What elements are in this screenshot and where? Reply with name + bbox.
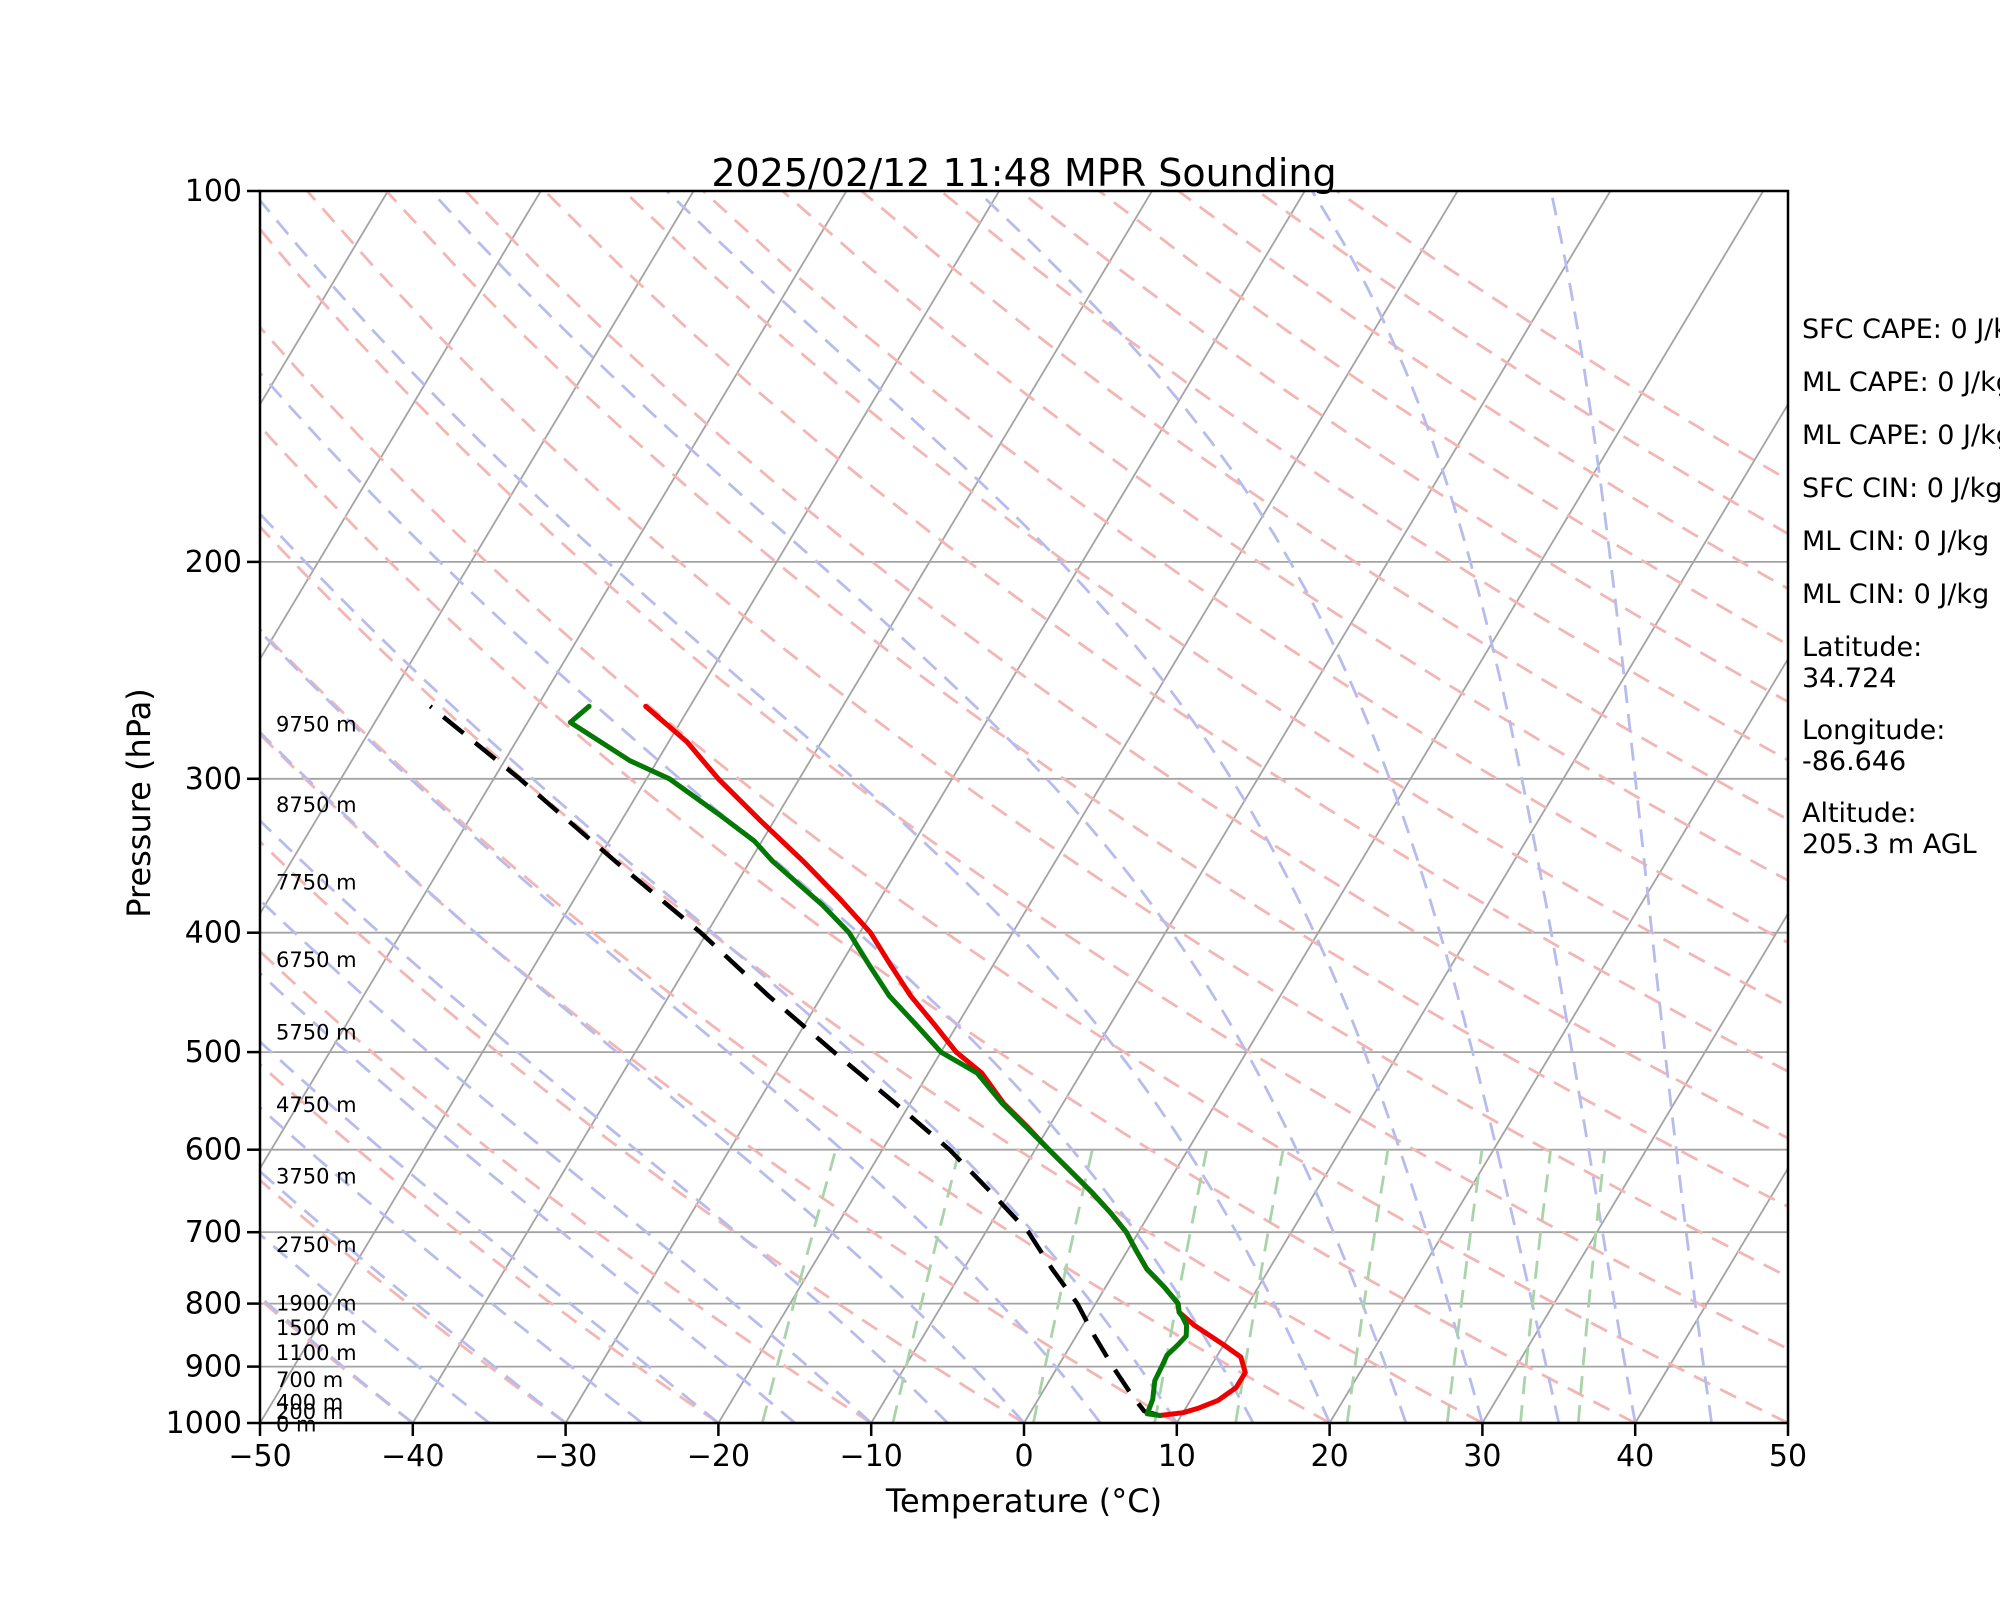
y-tick-label: 900 [185, 1350, 242, 1385]
y-tick-label: 400 [185, 916, 242, 951]
dewpoint-curve [567, 703, 1190, 1418]
location-value: -86.646 [1802, 746, 1906, 777]
y-tick-label: 200 [185, 545, 242, 580]
height-label: 700 m [276, 1368, 343, 1392]
stat-text: SFC CAPE: 0 J/kg [1802, 314, 2000, 345]
stat-text: ML CIN: 0 J/kg [1802, 526, 1989, 557]
stat-text: ML CAPE: 0 J/kg [1802, 367, 2000, 398]
x-tick-label: 0 [1014, 1439, 1033, 1474]
height-label: 200 m [276, 1400, 343, 1424]
stat-text: ML CAPE: 0 J/kg [1802, 420, 2000, 451]
x-tick-labels: −50 −40 −30 −20 −10 0 10 20 30 40 50 [228, 1439, 1807, 1474]
stat-text: ML CIN: 0 J/kg [1802, 579, 1989, 610]
height-label: 1900 m [276, 1292, 357, 1316]
y-tick-label: 800 [185, 1287, 242, 1322]
x-tick-label: −20 [687, 1439, 750, 1474]
height-label: 0 m [276, 1413, 317, 1437]
x-tick-label: −10 [840, 1439, 903, 1474]
y-tick-label: 700 [185, 1215, 242, 1250]
x-tick-label: 30 [1463, 1439, 1501, 1474]
height-label: 2750 m [276, 1233, 357, 1257]
height-label: 6750 m [276, 948, 357, 972]
y-tick-label: 100 [185, 174, 242, 209]
height-label: 7750 m [276, 870, 357, 894]
x-axis-label: Temperature (°C) [885, 1482, 1162, 1520]
x-tick-label: −50 [228, 1439, 291, 1474]
height-labels: 9750 m 8750 m 7750 m 6750 m 5750 m 4750 m 3750… [276, 712, 357, 1436]
dry-adiabat-lines [260, 191, 1788, 1423]
location-value: 205.3 m AGL [1802, 829, 1977, 860]
moist-adiabat-lines [260, 191, 1713, 1423]
y-axis-ticks [247, 189, 260, 1425]
location-label: Longitude: [1802, 715, 1945, 746]
location-label: Latitude: [1802, 632, 1922, 663]
y-tick-label: 1000 [166, 1406, 242, 1441]
height-label: 1500 m [276, 1316, 357, 1340]
y-tick-labels: 100 200 300 400 500 600 700 800 900 1000 [166, 174, 242, 1441]
y-axis-label: Pressure (hPa) [120, 688, 158, 918]
y-tick-label: 500 [185, 1035, 242, 1070]
location-value: 34.724 [1802, 663, 1896, 694]
isotherm-lines [260, 191, 1788, 1423]
height-label: 5750 m [276, 1021, 357, 1045]
stat-text: SFC CIN: 0 J/kg [1802, 473, 2000, 504]
height-label: 4750 m [276, 1093, 357, 1117]
parcel-curve [428, 704, 1161, 1418]
height-label: 400 m [276, 1390, 343, 1414]
location-label: Altitude: [1802, 798, 1917, 829]
height-label: 9750 m [276, 712, 357, 736]
mixing-ratio-lines [760, 1149, 1607, 1423]
height-label: 8750 m [276, 793, 357, 817]
chart-title: 2025/02/12 11:48 MPR Sounding [711, 151, 1336, 195]
x-tick-label: 50 [1769, 1439, 1807, 1474]
x-tick-label: −30 [534, 1439, 597, 1474]
stats-annotations: SFC CAPE: 0 J/kg ML CAPE: 0 J/kg ML CAPE: … [1802, 314, 2000, 860]
x-axis-ticks [258, 1423, 1790, 1436]
y-tick-label: 300 [185, 762, 242, 797]
x-tick-label: 40 [1616, 1439, 1654, 1474]
height-label: 1100 m [276, 1341, 357, 1365]
x-tick-label: −40 [381, 1439, 444, 1474]
x-tick-label: 20 [1311, 1439, 1349, 1474]
y-tick-label: 600 [185, 1133, 242, 1168]
x-tick-label: 10 [1158, 1439, 1196, 1474]
height-label: 3750 m [276, 1165, 357, 1189]
